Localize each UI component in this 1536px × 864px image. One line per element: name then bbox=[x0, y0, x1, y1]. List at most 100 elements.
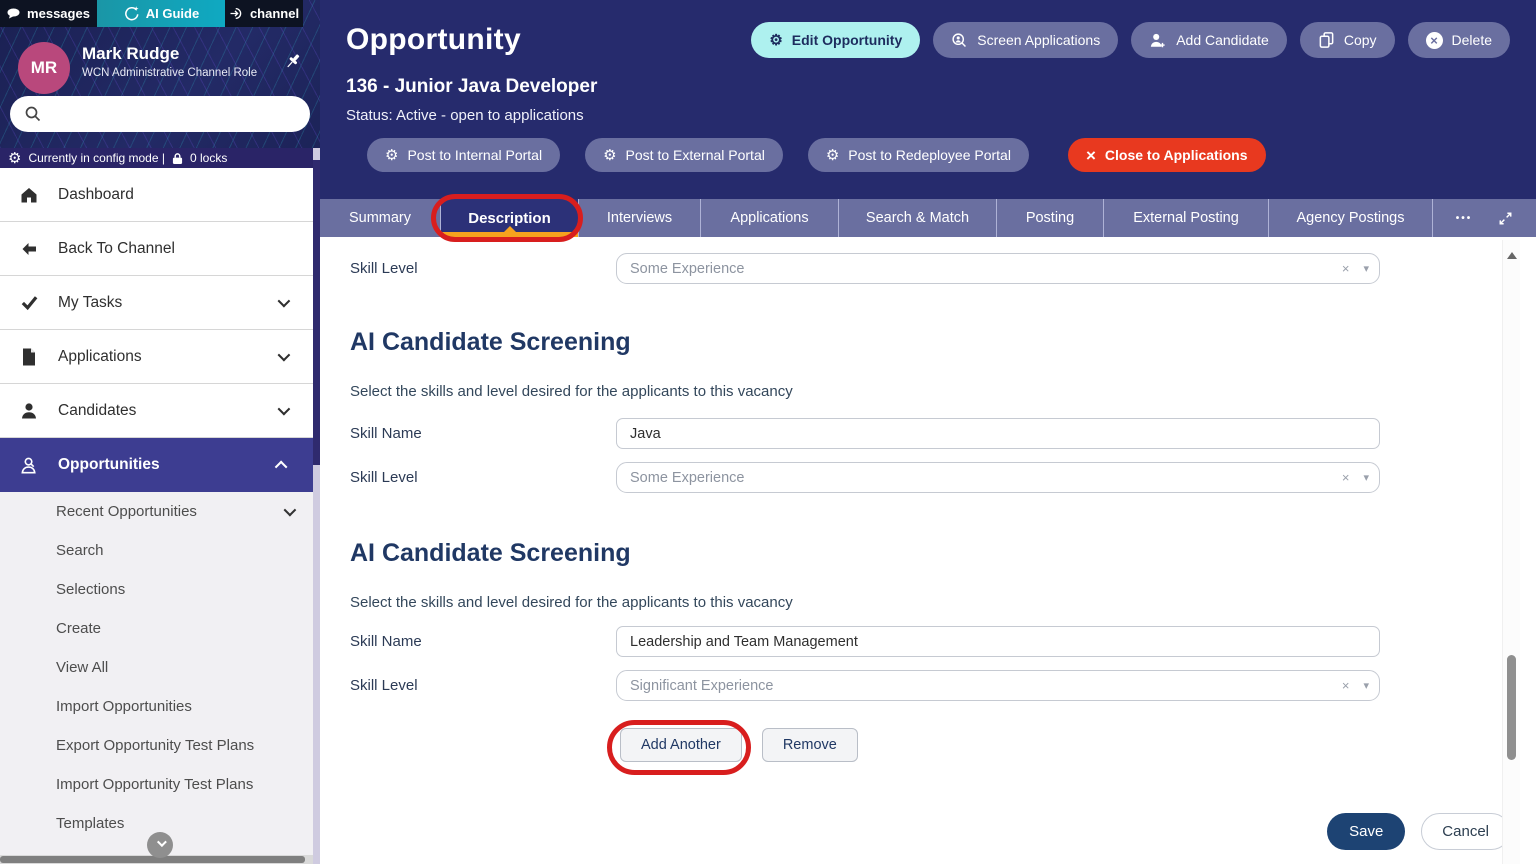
form-row: Skill Level Significant Experience × ▾ bbox=[350, 670, 1536, 701]
tab-description[interactable]: Description bbox=[440, 199, 578, 237]
skill-name-input[interactable] bbox=[616, 418, 1380, 449]
description-tab-content: Skill Level Some Experience × ▾ AI Candi… bbox=[320, 237, 1536, 864]
submenu-item-import-test-plans[interactable]: Import Opportunity Test Plans bbox=[56, 776, 254, 793]
sidebar-item-dashboard[interactable]: Dashboard bbox=[0, 168, 313, 222]
opportunity-header: Opportunity ⚙ Edit Opportunity Screen Ap… bbox=[320, 0, 1536, 199]
avatar[interactable]: MR bbox=[18, 42, 70, 94]
copy-button[interactable]: Copy bbox=[1299, 22, 1395, 58]
sidebar-item-applications[interactable]: Applications bbox=[0, 330, 313, 384]
search-icon bbox=[24, 105, 42, 123]
tab-ai-guide[interactable]: AI Guide bbox=[97, 0, 225, 27]
scrollbar-thumb[interactable] bbox=[0, 856, 305, 863]
chevron-down-icon bbox=[156, 837, 167, 848]
gear-icon: ⚙ bbox=[385, 146, 399, 164]
submenu-item-selections[interactable]: Selections bbox=[56, 581, 126, 598]
post-internal-button[interactable]: ⚙ Post to Internal Portal bbox=[367, 138, 561, 172]
tab-interviews[interactable]: Interviews bbox=[578, 199, 700, 237]
opportunity-title: 136 - Junior Java Developer bbox=[346, 76, 598, 97]
sidebar-item-label: My Tasks bbox=[58, 293, 123, 311]
more-tabs-icon[interactable]: ••• bbox=[1455, 212, 1473, 224]
sidebar-item-candidates[interactable]: Candidates bbox=[0, 384, 313, 438]
scrollbar-thumb[interactable] bbox=[1507, 655, 1516, 760]
chevron-up-icon bbox=[274, 460, 288, 473]
tab-overflow-section: ••• bbox=[1432, 199, 1536, 237]
clear-icon[interactable]: × bbox=[1341, 261, 1350, 276]
sidebar-item-label: Opportunities bbox=[58, 456, 160, 473]
tab-messages[interactable]: messages bbox=[0, 0, 97, 27]
person-plus-icon bbox=[1151, 33, 1165, 47]
save-button[interactable]: Save bbox=[1327, 813, 1406, 850]
x-circle-icon: × bbox=[1425, 31, 1443, 49]
scrollbar-thumb[interactable] bbox=[313, 160, 320, 465]
person-icon bbox=[0, 401, 58, 421]
submenu-item-templates[interactable]: Templates bbox=[56, 815, 125, 832]
x-icon: × bbox=[1085, 145, 1096, 165]
skill-level-select[interactable]: Some Experience × ▾ bbox=[616, 253, 1380, 284]
locks-count: 0 locks bbox=[189, 151, 228, 165]
skill-name-input[interactable] bbox=[616, 626, 1380, 657]
tab-search-and-match[interactable]: Search & Match bbox=[838, 199, 996, 237]
remove-button[interactable]: Remove bbox=[761, 728, 858, 762]
gear-icon: ⚙ bbox=[8, 149, 22, 167]
sidebar-scroll-down-button[interactable] bbox=[147, 832, 173, 858]
tab-channel[interactable]: channel bbox=[225, 0, 303, 27]
expand-icon[interactable] bbox=[1498, 211, 1513, 226]
sidebar: MR Mark Rudge WCN Administrative Channel… bbox=[0, 0, 320, 864]
lock-icon bbox=[172, 152, 183, 164]
add-another-button[interactable]: Add Another bbox=[620, 728, 742, 762]
field-label: Skill Name bbox=[350, 633, 422, 650]
person-search-icon bbox=[0, 455, 58, 476]
profile-name: Mark Rudge bbox=[82, 44, 180, 63]
sidebar-item-label: Back To Channel bbox=[58, 239, 175, 257]
config-mode-bar: ⚙ Currently in config mode | 0 locks bbox=[0, 148, 320, 168]
sidebar-item-back-to-channel[interactable]: Back To Channel bbox=[0, 222, 313, 276]
profile-role: WCN Administrative Channel Role bbox=[82, 67, 258, 79]
submenu-item-search[interactable]: Search bbox=[56, 542, 104, 559]
tab-summary[interactable]: Summary bbox=[348, 210, 412, 226]
delete-button[interactable]: × Delete bbox=[1407, 22, 1510, 58]
close-to-applications-button[interactable]: × Close to Applications bbox=[1067, 138, 1266, 172]
document-icon bbox=[0, 347, 58, 367]
main-scrollbar[interactable] bbox=[1502, 240, 1520, 864]
screen-applications-button[interactable]: Screen Applications bbox=[933, 22, 1119, 58]
skill-level-select[interactable]: Some Experience × ▾ bbox=[616, 462, 1380, 493]
tab-applications[interactable]: Applications bbox=[700, 199, 838, 237]
clear-icon[interactable]: × bbox=[1341, 470, 1350, 485]
sidebar-horizontal-scrollbar[interactable] bbox=[0, 855, 313, 864]
caret-down-icon[interactable]: ▾ bbox=[1363, 680, 1369, 692]
caret-down-icon[interactable]: ▾ bbox=[1363, 263, 1369, 275]
add-candidate-button[interactable]: Add Candidate bbox=[1131, 22, 1287, 58]
sidebar-item-opportunities[interactable]: Opportunities bbox=[0, 438, 313, 492]
skill-level-select[interactable]: Significant Experience × ▾ bbox=[616, 670, 1380, 701]
scroll-up-arrow[interactable] bbox=[1507, 252, 1517, 259]
gear-icon: ⚙ bbox=[825, 146, 840, 164]
form-row: Skill Name bbox=[350, 418, 1536, 449]
section-heading: AI Candidate Screening bbox=[350, 539, 631, 567]
submenu-item-import-opportunities[interactable]: Import Opportunities bbox=[56, 698, 192, 715]
sidebar-vertical-scrollbar[interactable] bbox=[313, 148, 320, 864]
opportunity-status: Status: Active - open to applications bbox=[346, 107, 584, 124]
cancel-button[interactable]: Cancel bbox=[1421, 813, 1510, 850]
field-label: Skill Level bbox=[350, 677, 418, 694]
form-row: Skill Name bbox=[350, 626, 1536, 657]
gear-icon: ⚙ bbox=[603, 146, 617, 164]
tab-posting[interactable]: Posting bbox=[996, 199, 1103, 237]
submenu-item-create[interactable]: Create bbox=[56, 620, 102, 637]
clear-icon[interactable]: × bbox=[1341, 678, 1350, 693]
page-title: Opportunity bbox=[346, 23, 521, 56]
search-input[interactable] bbox=[50, 98, 300, 128]
sidebar-search bbox=[10, 96, 310, 132]
caret-down-icon[interactable]: ▾ bbox=[1363, 472, 1369, 484]
submenu-item-view-all[interactable]: View All bbox=[56, 659, 109, 676]
post-external-button[interactable]: ⚙ Post to External Portal bbox=[585, 138, 783, 172]
opportunities-submenu: Recent Opportunities Search Selections C… bbox=[0, 492, 313, 864]
opportunity-tab-bar: Summary Description Interviews Applicati… bbox=[320, 199, 1536, 237]
post-redeployee-button[interactable]: ⚙ Post to Redeployee Portal bbox=[807, 138, 1029, 172]
pin-icon[interactable] bbox=[284, 52, 304, 72]
tab-external-posting[interactable]: External Posting bbox=[1103, 199, 1268, 237]
submenu-item-recent-opportunities[interactable]: Recent Opportunities bbox=[0, 492, 313, 531]
tab-agency-postings[interactable]: Agency Postings bbox=[1268, 199, 1432, 237]
submenu-item-export-test-plans[interactable]: Export Opportunity Test Plans bbox=[56, 737, 255, 754]
sidebar-item-my-tasks[interactable]: My Tasks bbox=[0, 276, 313, 330]
edit-opportunity-button[interactable]: ⚙ Edit Opportunity bbox=[751, 22, 921, 58]
